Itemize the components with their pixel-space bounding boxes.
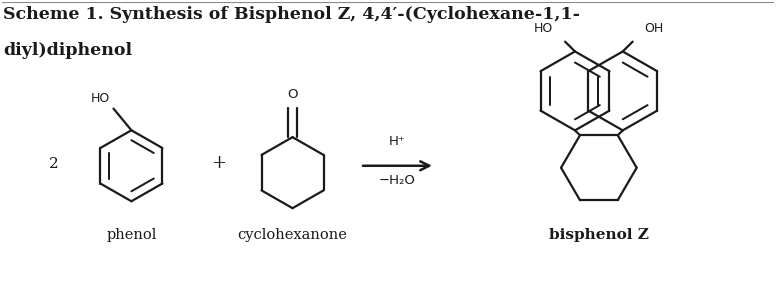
Text: HO: HO [534,22,553,35]
Text: +: + [211,154,227,172]
Text: O: O [287,88,298,101]
Text: −H₂O: −H₂O [379,174,416,187]
Text: Scheme 1. Synthesis of Bisphenol Z, 4,4′-(Cyclohexane-1,1-: Scheme 1. Synthesis of Bisphenol Z, 4,4′… [3,6,580,23]
Text: diyl)diphenol: diyl)diphenol [3,41,132,58]
Text: OH: OH [645,22,663,35]
Text: 2: 2 [49,157,59,171]
Text: cyclohexanone: cyclohexanone [237,228,348,242]
Text: phenol: phenol [106,228,157,242]
Text: HO: HO [92,91,110,105]
Text: bisphenol Z: bisphenol Z [549,228,649,242]
Text: H⁺: H⁺ [389,135,406,148]
